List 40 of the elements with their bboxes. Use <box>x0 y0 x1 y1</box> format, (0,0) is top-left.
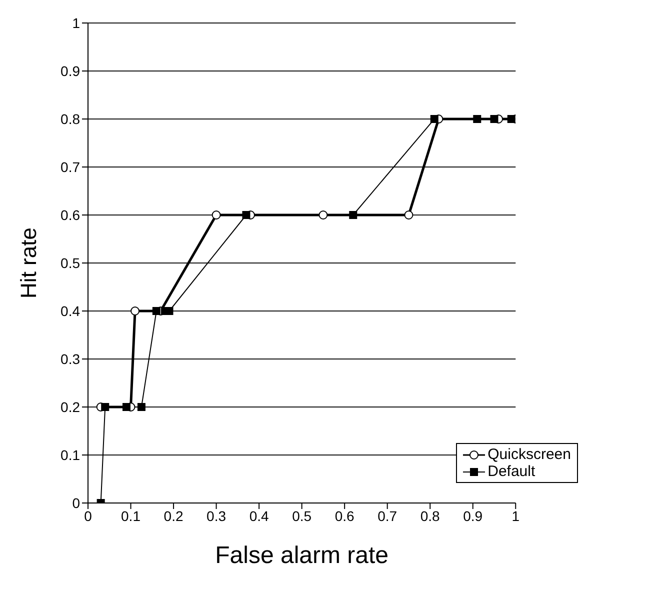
x-tick-label: 0.4 <box>249 508 269 524</box>
point <box>242 211 250 219</box>
point <box>473 115 482 123</box>
y-tick-label: 0.5 <box>60 254 80 271</box>
y-tick-label: 1 <box>72 14 80 31</box>
point <box>507 115 516 123</box>
legend-label: Quickscreen <box>488 446 571 463</box>
y-tick-label: 0 <box>72 494 80 511</box>
point <box>318 210 328 220</box>
point <box>349 211 358 219</box>
point <box>122 403 130 411</box>
point <box>404 210 414 220</box>
x-tick-label: 0.2 <box>164 508 184 524</box>
x-tick-label: 0.6 <box>334 508 355 524</box>
point <box>101 403 110 411</box>
x-tick-label: 0.7 <box>378 508 398 524</box>
point <box>490 115 498 123</box>
y-tick-label: 0.4 <box>60 302 80 319</box>
point <box>212 210 221 220</box>
point <box>130 306 140 316</box>
legend-label: Default <box>488 463 536 480</box>
y-tick-label: 0.2 <box>60 398 80 415</box>
x-tick-label: 0.3 <box>206 508 226 524</box>
x-tick-label: 0.1 <box>121 508 141 524</box>
y-tick-label: 0.7 <box>60 158 80 175</box>
x-tick-label: 0.5 <box>292 508 312 524</box>
point <box>137 403 146 411</box>
y-tick-label: 0.1 <box>60 446 80 463</box>
y-tick-label: 0.9 <box>60 62 80 79</box>
x-tick-label: 0.8 <box>420 508 440 524</box>
x-tick-label: 0 <box>84 508 92 524</box>
x-axis-title: False alarm rate <box>215 542 389 569</box>
y-tick-label: 0.6 <box>60 206 80 223</box>
x-tick-label: 0.9 <box>463 508 483 524</box>
point <box>152 307 160 315</box>
point <box>430 115 438 123</box>
x-tick-label: 1 <box>512 508 520 524</box>
y-tick-label: 0.3 <box>60 350 80 367</box>
y-axis-title: Hit rate <box>16 228 41 298</box>
y-tick-label: 0.8 <box>60 110 80 127</box>
